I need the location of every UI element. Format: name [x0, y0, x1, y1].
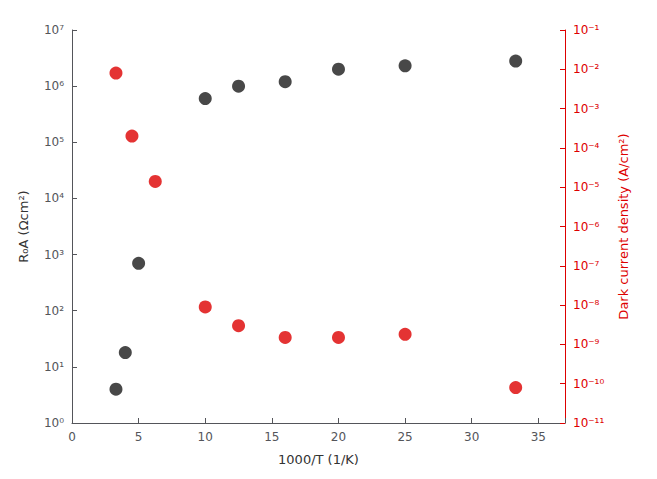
svg-text:15: 15 — [264, 430, 279, 444]
svg-text:10⁻⁵: 10⁻⁵ — [573, 180, 600, 194]
svg-text:10²: 10² — [44, 304, 64, 318]
svg-text:10⁶: 10⁶ — [44, 79, 64, 93]
svg-text:10¹: 10¹ — [44, 360, 64, 374]
svg-text:10⁻⁴: 10⁻⁴ — [573, 141, 600, 155]
svg-text:10⁻⁶: 10⁻⁶ — [573, 220, 600, 234]
svg-text:10⁻⁸: 10⁻⁸ — [573, 298, 600, 312]
svg-text:30: 30 — [464, 430, 479, 444]
svg-text:10⁻²: 10⁻² — [573, 62, 600, 76]
svg-text:1000/T (1/K): 1000/T (1/K) — [278, 452, 359, 467]
svg-text:10⁴: 10⁴ — [44, 191, 64, 205]
svg-text:10⁻¹⁰: 10⁻¹⁰ — [573, 377, 604, 391]
svg-text:10⁰: 10⁰ — [44, 416, 64, 430]
svg-text:35: 35 — [531, 430, 546, 444]
svg-text:10⁷: 10⁷ — [44, 23, 64, 37]
svg-text:R₀A (Ωcm²): R₀A (Ωcm²) — [16, 190, 31, 262]
svg-text:10⁻¹: 10⁻¹ — [573, 23, 600, 37]
svg-text:10: 10 — [198, 430, 213, 444]
svg-text:10⁻³: 10⁻³ — [573, 102, 600, 116]
svg-text:10⁻⁷: 10⁻⁷ — [573, 259, 600, 273]
svg-text:10⁻¹¹: 10⁻¹¹ — [573, 416, 604, 430]
svg-text:0: 0 — [68, 430, 76, 444]
svg-text:10⁻⁹: 10⁻⁹ — [573, 337, 600, 351]
svg-text:10⁵: 10⁵ — [44, 135, 64, 149]
svg-text:20: 20 — [331, 430, 346, 444]
svg-text:25: 25 — [397, 430, 412, 444]
svg-text:10³: 10³ — [44, 248, 64, 262]
svg-text:5: 5 — [135, 430, 143, 444]
svg-text:Dark current density (A/cm²): Dark current density (A/cm²) — [616, 133, 631, 319]
